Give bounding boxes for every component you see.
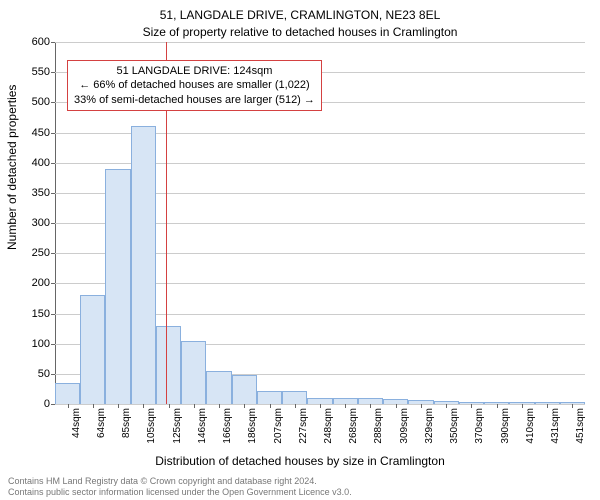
footer-line1: Contains HM Land Registry data © Crown c… [8,476,592,487]
x-tick-mark [446,404,447,408]
y-tick-mark [51,42,55,43]
x-tick-mark [345,404,346,408]
x-tick-mark [572,404,573,408]
y-tick-label: 250 [32,247,50,259]
y-tick-label: 350 [32,187,50,199]
x-tick-mark [93,404,94,408]
x-tick-mark [320,404,321,408]
grid-line [55,42,585,43]
x-tick-mark [68,404,69,408]
y-tick-mark [51,344,55,345]
x-tick-label: 451sqm [575,408,586,444]
y-tick-mark [51,223,55,224]
y-tick-label: 400 [32,157,50,169]
histogram-bar [105,169,130,404]
annotation-line: ← 66% of detached houses are smaller (1,… [74,78,315,92]
histogram-bar [55,383,80,404]
x-tick-mark [295,404,296,408]
x-tick-label: 186sqm [247,408,258,444]
x-tick-mark [522,404,523,408]
x-tick-mark [219,404,220,408]
x-tick-label: 288sqm [373,408,384,444]
histogram-bar [156,326,181,404]
y-axis-label: Number of detached properties [5,85,19,250]
y-tick-mark [51,314,55,315]
y-tick-label: 500 [32,96,50,108]
x-tick-mark [244,404,245,408]
y-tick-label: 300 [32,217,50,229]
y-tick-mark [51,133,55,134]
x-tick-label: 410sqm [525,408,536,444]
histogram-bar [232,375,257,404]
x-tick-label: 248sqm [323,408,334,444]
x-tick-mark [471,404,472,408]
histogram-bar [131,126,156,404]
x-tick-label: 431sqm [550,408,561,444]
x-tick-mark [194,404,195,408]
x-tick-mark [421,404,422,408]
y-tick-mark [51,193,55,194]
chart-title-line1: 51, LANGDALE DRIVE, CRAMLINGTON, NE23 8E… [0,0,600,22]
annotation-line: 51 LANGDALE DRIVE: 124sqm [74,64,315,78]
x-tick-label: 329sqm [424,408,435,444]
x-axis-label: Distribution of detached houses by size … [0,454,600,468]
y-tick-mark [51,253,55,254]
x-tick-mark [370,404,371,408]
y-tick-mark [51,374,55,375]
y-tick-label: 200 [32,277,50,289]
y-tick-mark [51,404,55,405]
y-tick-label: 550 [32,66,50,78]
histogram-bar [282,391,307,404]
x-tick-label: 370sqm [474,408,485,444]
y-tick-mark [51,102,55,103]
x-tick-label: 85sqm [121,408,132,438]
x-tick-mark [270,404,271,408]
y-tick-label: 100 [32,338,50,350]
y-tick-mark [51,72,55,73]
y-tick-mark [51,163,55,164]
x-tick-label: 146sqm [197,408,208,444]
x-tick-mark [169,404,170,408]
x-tick-label: 64sqm [96,408,107,438]
y-tick-label: 450 [32,127,50,139]
x-tick-mark [547,404,548,408]
annotation-box: 51 LANGDALE DRIVE: 124sqm← 66% of detach… [67,60,322,111]
plot-area: 05010015020025030035040045050055060044sq… [55,42,585,404]
x-tick-label: 350sqm [449,408,460,444]
x-tick-label: 268sqm [348,408,359,444]
y-tick-mark [51,283,55,284]
x-tick-mark [143,404,144,408]
footer-attribution: Contains HM Land Registry data © Crown c… [8,476,592,499]
x-tick-mark [396,404,397,408]
y-tick-label: 600 [32,36,50,48]
y-tick-label: 0 [44,398,50,410]
x-tick-label: 207sqm [273,408,284,444]
x-tick-label: 390sqm [500,408,511,444]
x-tick-label: 44sqm [71,408,82,438]
x-tick-mark [497,404,498,408]
x-tick-mark [118,404,119,408]
histogram-bar [257,391,282,404]
footer-line2: Contains public sector information licen… [8,487,592,498]
annotation-line: 33% of semi-detached houses are larger (… [74,93,315,107]
chart-title-line2: Size of property relative to detached ho… [0,22,600,39]
histogram-bar [206,371,231,404]
x-tick-label: 166sqm [222,408,233,444]
y-tick-label: 150 [32,308,50,320]
x-tick-label: 227sqm [298,408,309,444]
histogram-bar [181,341,206,404]
histogram-chart: 51, LANGDALE DRIVE, CRAMLINGTON, NE23 8E… [0,0,600,500]
x-tick-label: 105sqm [146,408,157,444]
histogram-bar [80,295,105,404]
y-tick-label: 50 [38,368,50,380]
x-tick-label: 125sqm [172,408,183,444]
x-tick-label: 309sqm [399,408,410,444]
